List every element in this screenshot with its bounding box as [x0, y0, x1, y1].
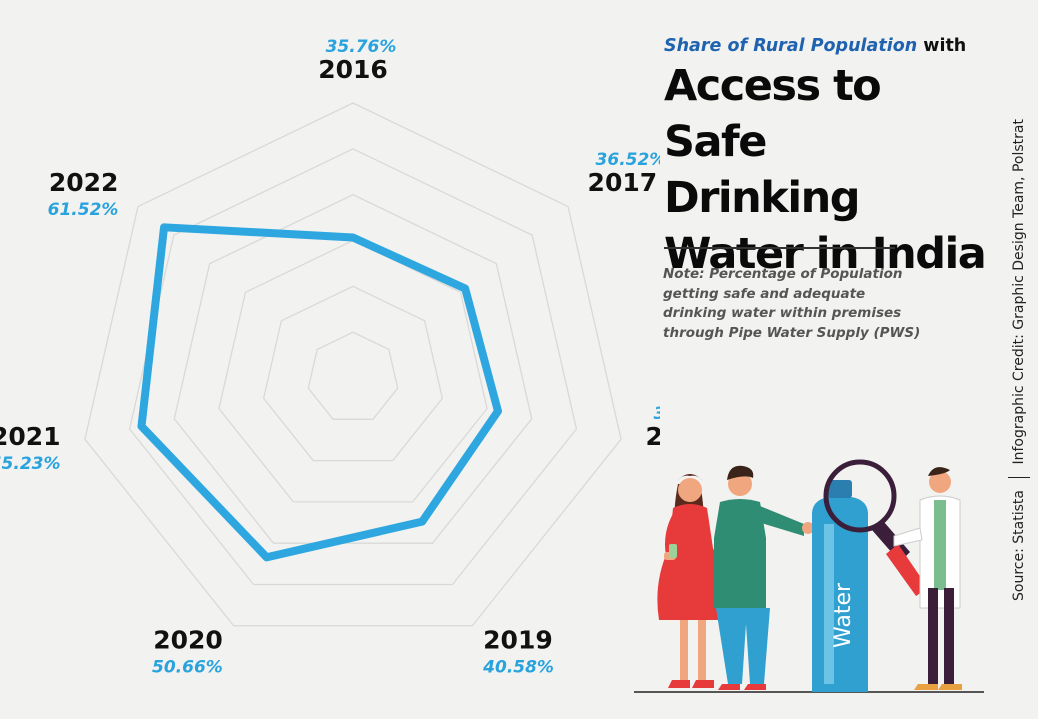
data-label-value: 61.52% — [48, 200, 119, 220]
chart-title: Access to Safe Drinking Water in India — [664, 58, 994, 282]
grid-ring — [173, 193, 533, 544]
title-block: Share of Rural Population with Access to… — [664, 36, 994, 282]
axis-label-year: 2022 — [49, 168, 119, 197]
axis-label-year: 2019 — [483, 625, 553, 654]
kicker-highlight: Share of Rural Population — [664, 36, 918, 56]
data-label-value: 55.23% — [0, 454, 61, 474]
credit-separator — [1008, 476, 1030, 479]
chart-kicker: Share of Rural Population with — [664, 36, 994, 56]
people-with-water-bottle-illustration: Water — [634, 459, 984, 693]
axis-label-year: 2017 — [588, 168, 658, 197]
grid-ring — [128, 148, 578, 586]
axis-label-year: 2020 — [153, 625, 223, 654]
kicker-rest: with — [917, 36, 967, 56]
water-bottle: Water — [812, 480, 868, 692]
title-line: Drinking — [664, 173, 860, 223]
data-label-value: 50.66% — [152, 657, 223, 677]
design-credit-text: Infographic Credit: Graphic Design Team,… — [1011, 119, 1027, 465]
axis-label-year: 2016 — [318, 55, 388, 84]
grid-ring — [84, 102, 622, 627]
bottle-label: Water — [831, 582, 856, 648]
data-label-value: 35.76% — [326, 37, 397, 57]
title-divider — [664, 247, 895, 249]
axis-label-year: 2021 — [0, 422, 61, 451]
series-polygon — [137, 223, 502, 562]
axis-label-year: 2018 — [645, 422, 660, 451]
source-text: Source: Statista — [1011, 490, 1027, 601]
grid-ring — [262, 285, 444, 462]
credit-text: Source: Statista Infographic Credit: Grap… — [1008, 40, 1030, 680]
data-label-value: 36.52% — [596, 150, 660, 170]
data-label-value: 37.85% — [653, 404, 660, 424]
credit-sidebar: Source: Statista Infographic Credit: Grap… — [1000, 0, 1038, 719]
man-figure — [714, 465, 814, 690]
grid-ring — [218, 239, 488, 503]
data-label-value: 40.58% — [482, 657, 554, 677]
scientist-figure — [893, 467, 962, 690]
chart-note: Note: Percentage of Population getting s… — [663, 266, 921, 341]
grid-ring — [307, 331, 399, 420]
radar-grid — [84, 102, 622, 627]
woman-figure — [657, 474, 725, 688]
magnifying-glass-icon — [823, 459, 928, 596]
title-line: Water in India — [664, 229, 987, 279]
title-line: Access to Safe — [664, 61, 882, 167]
